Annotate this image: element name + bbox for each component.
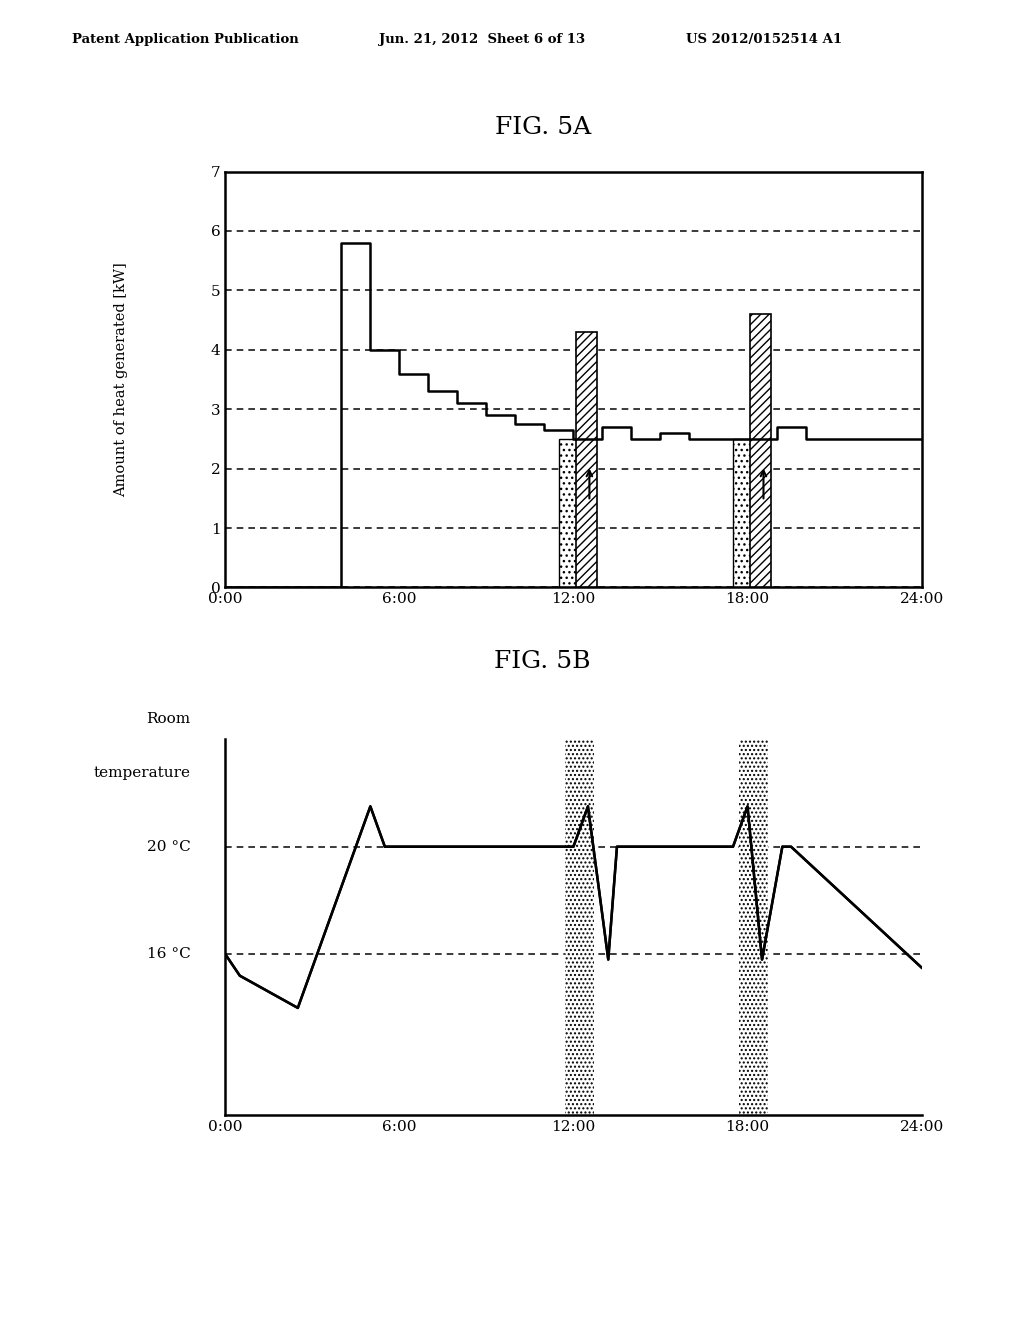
Bar [733,438,762,587]
Text: temperature: temperature [93,766,190,780]
Text: FIG. 5A: FIG. 5A [495,116,591,139]
Text: FIG. 5B: FIG. 5B [495,651,591,673]
Bar [565,713,594,1115]
Text: 20 °C: 20 °C [146,840,190,854]
Text: 16 °C: 16 °C [146,948,190,961]
Text: US 2012/0152514 A1: US 2012/0152514 A1 [686,33,842,46]
Bar [577,333,597,587]
Bar [739,713,768,1115]
Bar [751,314,771,587]
Bar [559,438,588,587]
Y-axis label: Amount of heat generated [kW]: Amount of heat generated [kW] [114,263,128,496]
Text: Jun. 21, 2012  Sheet 6 of 13: Jun. 21, 2012 Sheet 6 of 13 [379,33,585,46]
Text: Patent Application Publication: Patent Application Publication [72,33,298,46]
Text: Room: Room [146,711,190,726]
